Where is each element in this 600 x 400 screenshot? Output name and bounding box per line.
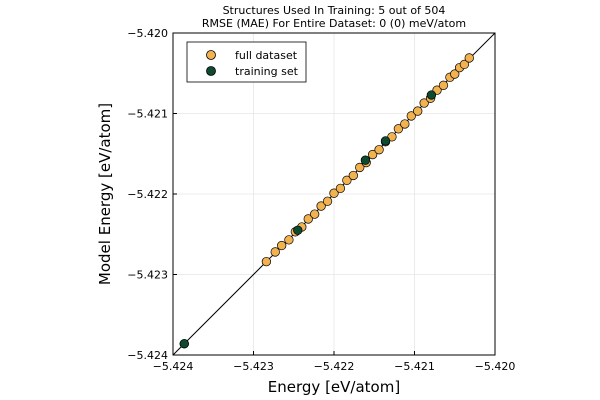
legend-label-training-set: training set	[235, 65, 299, 78]
point-full-dataset-10	[322, 196, 333, 206]
point-full-dataset-17	[367, 149, 378, 160]
x-tick-label-1: −5.423	[233, 360, 274, 373]
title-line-2: RMSE (MAE) For Entire Dataset: 0 (0) meV…	[202, 17, 466, 30]
point-full-dataset-18	[374, 145, 384, 155]
point-full-dataset-32	[459, 59, 470, 70]
legend: full dataset training set	[186, 41, 307, 83]
legend-label-full-dataset: full dataset	[235, 49, 298, 62]
title-line-1: Structures Used In Training: 5 out of 50…	[223, 4, 446, 17]
point-full-dataset-22	[400, 119, 410, 129]
point-full-dataset-21	[393, 124, 404, 134]
legend-marker-training-set	[206, 66, 216, 76]
y-tick-label-3: −5.421	[127, 108, 168, 121]
point-full-dataset-30	[450, 69, 460, 79]
legend-marker-full-dataset	[206, 50, 216, 60]
point-full-dataset-2	[270, 247, 280, 257]
x-axis-label: Energy [eV/atom]	[268, 378, 400, 396]
y-axis-label: Model Energy [eV/atom]	[96, 103, 114, 285]
point-full-dataset-14	[348, 170, 358, 181]
x-tick-label-4: −5.420	[475, 360, 516, 373]
point-training-set-0	[179, 339, 189, 349]
point-full-dataset-4	[284, 235, 294, 245]
point-training-set-4	[426, 90, 437, 100]
point-full-dataset-3	[277, 240, 287, 251]
point-full-dataset-23	[406, 111, 416, 121]
point-full-dataset-15	[355, 162, 365, 173]
y-tick-label-1: −5.423	[127, 269, 168, 282]
point-training-set-2	[360, 155, 371, 165]
y-tick-label-2: −5.422	[127, 188, 168, 201]
point-full-dataset-24	[413, 106, 423, 116]
data-points	[179, 53, 474, 349]
y-tick-label-0: −5.424	[127, 349, 168, 362]
point-full-dataset-33	[464, 53, 474, 63]
point-full-dataset-11	[329, 188, 339, 198]
point-full-dataset-8	[310, 209, 320, 219]
point-full-dataset-12	[335, 183, 346, 194]
point-training-set-1	[293, 225, 303, 235]
point-full-dataset-1	[261, 256, 272, 267]
x-tick-label-2: −5.422	[314, 360, 355, 373]
point-full-dataset-13	[342, 175, 352, 185]
point-full-dataset-25	[419, 98, 429, 108]
legend-box	[186, 41, 307, 83]
chart-title: Structures Used In Training: 5 out of 50…	[202, 4, 466, 30]
point-full-dataset-28	[438, 80, 449, 90]
x-tick-label-0: −5.424	[153, 360, 194, 373]
axis-ticks: −5.424−5.424 −5.423 −5.423 −5.422 −5.422 −5.4…	[127, 27, 515, 373]
y-tick-label-4: −5.420	[127, 27, 168, 40]
point-full-dataset-9	[316, 201, 326, 211]
point-training-set-3	[380, 136, 391, 146]
point-full-dataset-7	[303, 214, 313, 224]
x-tick-label-3: −5.421	[394, 360, 435, 373]
